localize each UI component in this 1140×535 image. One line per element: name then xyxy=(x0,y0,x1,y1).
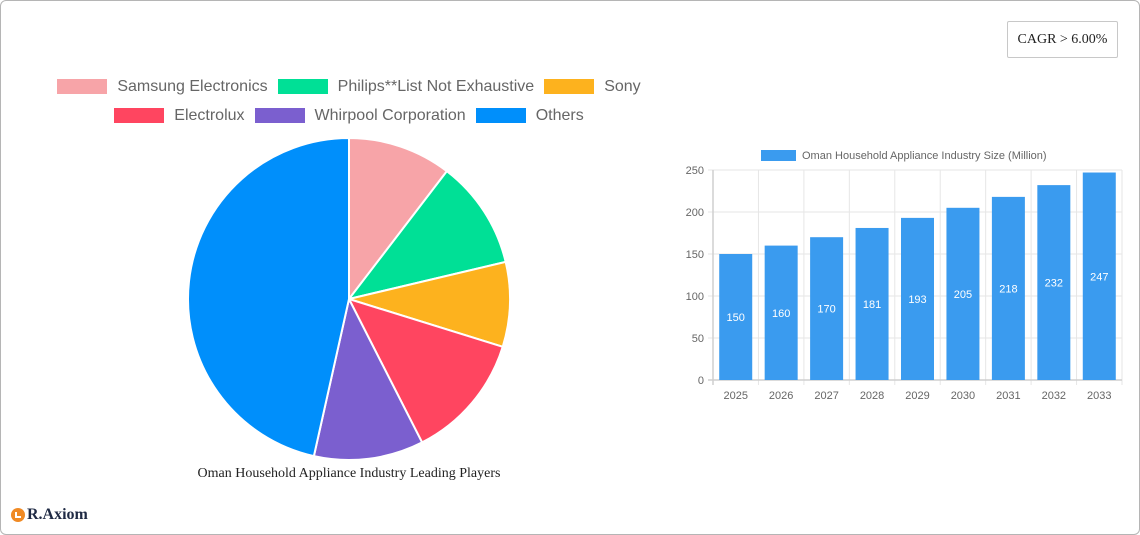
bar-value-label: 205 xyxy=(954,289,972,301)
bar-value-label: 150 xyxy=(727,312,745,324)
y-tick-label: 0 xyxy=(698,375,704,387)
bar-legend[interactable]: Oman Household Appliance Industry Size (… xyxy=(761,150,1047,162)
y-tick-label: 100 xyxy=(686,291,704,303)
bar-2026[interactable] xyxy=(764,245,798,380)
bar-chart-svg: Oman Household Appliance Industry Size (… xyxy=(686,150,1123,402)
pie-slice-philips-list-not-exhaustive[interactable] xyxy=(346,169,507,301)
x-tick-label: 2027 xyxy=(814,390,838,402)
cagr-badge: CAGR > 6.00% xyxy=(1007,21,1118,58)
legend-item-others[interactable]: Others xyxy=(475,106,584,125)
y-tick-label: 250 xyxy=(686,165,704,177)
cagr-label: CAGR > 6.00% xyxy=(1017,31,1108,47)
legend-item-sony[interactable]: Sony xyxy=(544,77,641,96)
pie-slice-others[interactable] xyxy=(187,136,350,458)
legend-item-whirpool[interactable]: Whirpool Corporation xyxy=(254,106,466,125)
pie-slice-sony[interactable] xyxy=(345,260,511,349)
pie-legend-row-2: Electrolux Whirpool Corporation Others xyxy=(0,101,698,130)
bar-value-label: 193 xyxy=(908,294,926,306)
bar-value-label: 247 xyxy=(1090,271,1108,283)
x-tick-label: 2028 xyxy=(860,390,884,402)
y-tick-label: 50 xyxy=(692,333,704,345)
bar-value-label: 170 xyxy=(817,304,835,316)
legend-swatch xyxy=(544,79,595,94)
x-tick-label: 2029 xyxy=(905,390,929,402)
y-tick-label: 200 xyxy=(686,207,704,219)
y-tick-label: 150 xyxy=(686,249,704,261)
legend-swatch xyxy=(761,150,796,161)
legend-item-electrolux[interactable]: Electrolux xyxy=(114,106,245,125)
legend-item-samsung[interactable]: Samsung Electronics xyxy=(57,77,268,96)
bar-2033[interactable] xyxy=(1082,172,1116,380)
bar-value-label: 181 xyxy=(863,299,881,311)
pie-legend: Samsung Electronics Philips**List Not Ex… xyxy=(0,72,698,130)
pie-chart-title: Oman Household Appliance Industry Leadin… xyxy=(197,466,501,481)
bar-2031[interactable] xyxy=(991,196,1025,380)
legend-label: Electrolux xyxy=(174,106,245,124)
legend-swatch xyxy=(114,108,165,123)
x-tick-label: 2032 xyxy=(1042,390,1066,402)
bar-2032[interactable] xyxy=(1037,185,1071,380)
chart-logo-icon xyxy=(11,508,25,522)
x-tick-label: 2026 xyxy=(769,390,793,402)
x-tick-label: 2030 xyxy=(951,390,975,402)
bar-value-label: 160 xyxy=(772,308,790,320)
legend-label: Whirpool Corporation xyxy=(314,106,466,124)
legend-swatch xyxy=(277,79,328,94)
legend-label: Samsung Electronics xyxy=(117,77,268,95)
x-tick-label: 2033 xyxy=(1087,390,1111,402)
bar-2030[interactable] xyxy=(946,207,980,380)
pie-slice-samsung-electronics[interactable] xyxy=(348,136,449,302)
bar-2027[interactable] xyxy=(810,237,844,380)
x-tick-label: 2025 xyxy=(723,390,747,402)
bar-2025[interactable] xyxy=(719,254,753,380)
legend-label: Others xyxy=(535,106,584,124)
legend-label: Philips**List Not Exhaustive xyxy=(337,77,535,95)
legend-swatch xyxy=(57,79,108,94)
pie-legend-row-1: Samsung Electronics Philips**List Not Ex… xyxy=(0,72,698,101)
x-tick-label: 2031 xyxy=(996,390,1020,402)
bar-value-label: 232 xyxy=(1045,278,1063,290)
legend-swatch xyxy=(254,108,305,123)
brand-name: R.Axiom xyxy=(27,506,88,523)
bar-2028[interactable] xyxy=(855,227,889,380)
bar-legend-label: Oman Household Appliance Industry Size (… xyxy=(802,150,1047,162)
legend-label: Sony xyxy=(604,77,641,95)
brand-logo: R.Axiom xyxy=(11,506,88,524)
legend-swatch xyxy=(475,108,526,123)
pie-chart-svg xyxy=(187,136,511,461)
bar-chart: Oman Household Appliance Industry Size (… xyxy=(660,140,1140,410)
pie-chart xyxy=(186,136,512,462)
pie-slice-electrolux[interactable] xyxy=(347,297,504,444)
legend-item-philips[interactable]: Philips**List Not Exhaustive xyxy=(277,77,535,96)
bar-2029[interactable] xyxy=(901,217,934,380)
bar-value-label: 218 xyxy=(999,283,1017,295)
